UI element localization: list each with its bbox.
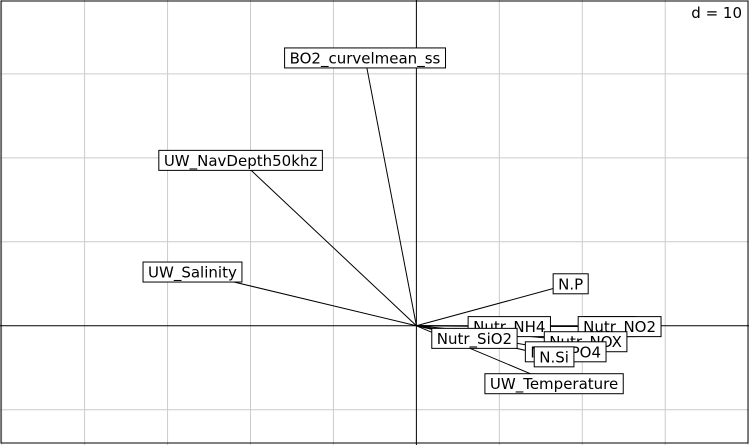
label-text: UW_Temperature bbox=[490, 375, 618, 394]
label-box bbox=[158, 149, 323, 171]
scale-label: d = 10 bbox=[691, 4, 742, 22]
label-text: N.P bbox=[558, 275, 583, 293]
label-text: N.Si bbox=[539, 348, 569, 366]
label-text: UW_NavDepth50khz bbox=[164, 152, 318, 171]
label-BO2_curvelmean_ss: BO2_curvelmean_ss bbox=[284, 47, 447, 69]
arrow-N.P bbox=[416, 284, 570, 327]
label-N.Si: N.Si bbox=[533, 346, 575, 368]
label-text: UW_Salinity bbox=[148, 264, 237, 283]
label-UW_NavDepth50khz: UW_NavDepth50khz bbox=[158, 149, 323, 171]
label-box bbox=[431, 327, 518, 349]
label-text: Nutr_SiO2 bbox=[437, 330, 512, 349]
label-box bbox=[533, 346, 575, 368]
arrow-UW_NavDepth50khz bbox=[241, 160, 417, 327]
label-Nutr_SiO2: Nutr_SiO2 bbox=[431, 327, 518, 349]
label-box bbox=[484, 373, 624, 395]
label-box bbox=[284, 47, 447, 69]
arrow-BO2_curvelmean_ss bbox=[365, 58, 417, 326]
label-N.P: N.P bbox=[552, 273, 589, 295]
arrow-labels: BO2_curvelmean_ss UW_NavDepth50khz UW_Sali… bbox=[142, 47, 662, 395]
label-box bbox=[552, 273, 589, 295]
label-UW_Temperature: UW_Temperature bbox=[484, 373, 624, 395]
label-box bbox=[142, 261, 243, 283]
label-UW_Salinity: UW_Salinity bbox=[142, 261, 243, 283]
label-text: BO2_curvelmean_ss bbox=[290, 49, 441, 68]
